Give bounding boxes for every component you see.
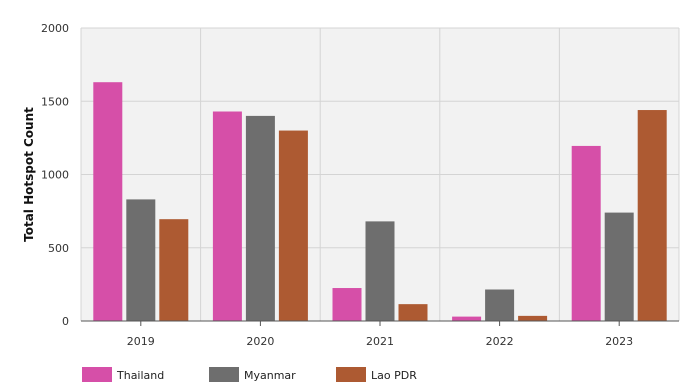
bar-lao-pdr-2022 xyxy=(518,315,548,321)
legend-label-thailand: Thailand xyxy=(116,369,164,382)
x-tick-label: 2019 xyxy=(127,335,155,348)
x-tick-labels: 2019 2020 2021 2022 2023 xyxy=(127,321,633,348)
bar-lao-pdr-2023 xyxy=(637,110,667,321)
x-tick-label: 2022 xyxy=(486,335,514,348)
x-tick-label: 2020 xyxy=(246,335,274,348)
y-tick-label: 2000 xyxy=(41,22,69,35)
legend-swatch-lao-pdr xyxy=(336,367,366,382)
y-tick-label: 500 xyxy=(48,242,69,255)
bar-thailand-2023 xyxy=(571,145,601,321)
bar-myanmar-2021 xyxy=(365,221,395,321)
bar-thailand-2022 xyxy=(452,316,482,321)
bar-myanmar-2022 xyxy=(485,289,515,321)
bar-thailand-2021 xyxy=(332,288,362,321)
x-tick-label: 2023 xyxy=(605,335,633,348)
y-tick-labels: 0 500 1000 1500 2000 xyxy=(41,22,69,328)
legend-label-lao-pdr: Lao PDR xyxy=(371,369,417,382)
bar-thailand-2019 xyxy=(93,82,123,321)
legend-swatch-myanmar xyxy=(209,367,239,382)
y-axis-title: Total Hotspot Count xyxy=(22,107,36,242)
legend-label-myanmar: Myanmar xyxy=(244,369,296,382)
bar-myanmar-2019 xyxy=(126,199,156,321)
bar-myanmar-2020 xyxy=(245,115,275,322)
legend: Thailand Myanmar Lao PDR xyxy=(82,367,417,382)
bar-lao-pdr-2021 xyxy=(398,304,428,321)
y-tick-label: 1500 xyxy=(41,95,69,108)
bar-thailand-2020 xyxy=(212,111,242,321)
bar-lao-pdr-2020 xyxy=(278,130,308,321)
y-tick-label: 0 xyxy=(62,315,69,328)
bar-lao-pdr-2019 xyxy=(159,219,189,321)
y-tick-label: 1000 xyxy=(41,169,69,182)
x-tick-label: 2021 xyxy=(366,335,394,348)
bars-group xyxy=(93,82,667,322)
legend-swatch-thailand xyxy=(82,367,112,382)
bar-myanmar-2023 xyxy=(604,212,634,321)
